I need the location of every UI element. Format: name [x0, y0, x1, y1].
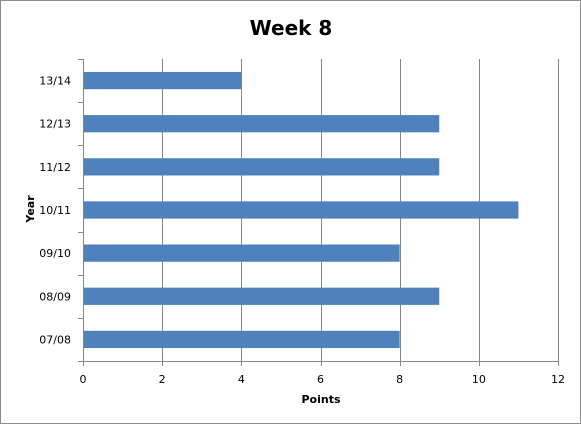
y-tick-label-11-12: 11/12: [39, 161, 71, 174]
x-tick-label-4: 8: [396, 373, 403, 386]
bar-07-08: [84, 330, 400, 349]
y-tick-label-13-14: 13/14: [39, 75, 71, 88]
y-tick-label-12-13: 12/13: [39, 118, 71, 131]
bar-12-13: [84, 115, 440, 133]
bar-09-10: [84, 244, 400, 262]
y-tick-label-07-08: 07/08: [39, 333, 71, 346]
y-tick-label-08-09: 08/09: [39, 290, 71, 303]
bars: [84, 71, 519, 349]
x-tick-label-2: 4: [238, 373, 245, 386]
x-tick-labels: 0 2 4 6 8 10 12: [80, 373, 566, 386]
bar-13-14: [84, 71, 242, 90]
x-tick-label-5: 10: [472, 373, 486, 386]
x-tick-label-0: 0: [80, 373, 87, 386]
y-tick-labels: 07/08 08/09 09/10 10/11 11/12 12/13 13/14: [39, 75, 71, 347]
x-tick-label-1: 2: [159, 373, 166, 386]
x-tick-label-6: 12: [551, 373, 565, 386]
y-tick-label-10-11: 10/11: [39, 204, 71, 217]
bar-10-11: [84, 201, 519, 219]
x-tick-label-3: 6: [317, 373, 324, 386]
bar-08-09: [84, 287, 440, 305]
x-axis-label: Points: [301, 393, 340, 406]
chart-title: Week 8: [250, 16, 333, 40]
y-axis-label: Year: [24, 195, 37, 224]
bar-11-12: [84, 158, 440, 176]
y-tick-label-09-10: 09/10: [39, 247, 71, 260]
axes: [78, 59, 559, 366]
